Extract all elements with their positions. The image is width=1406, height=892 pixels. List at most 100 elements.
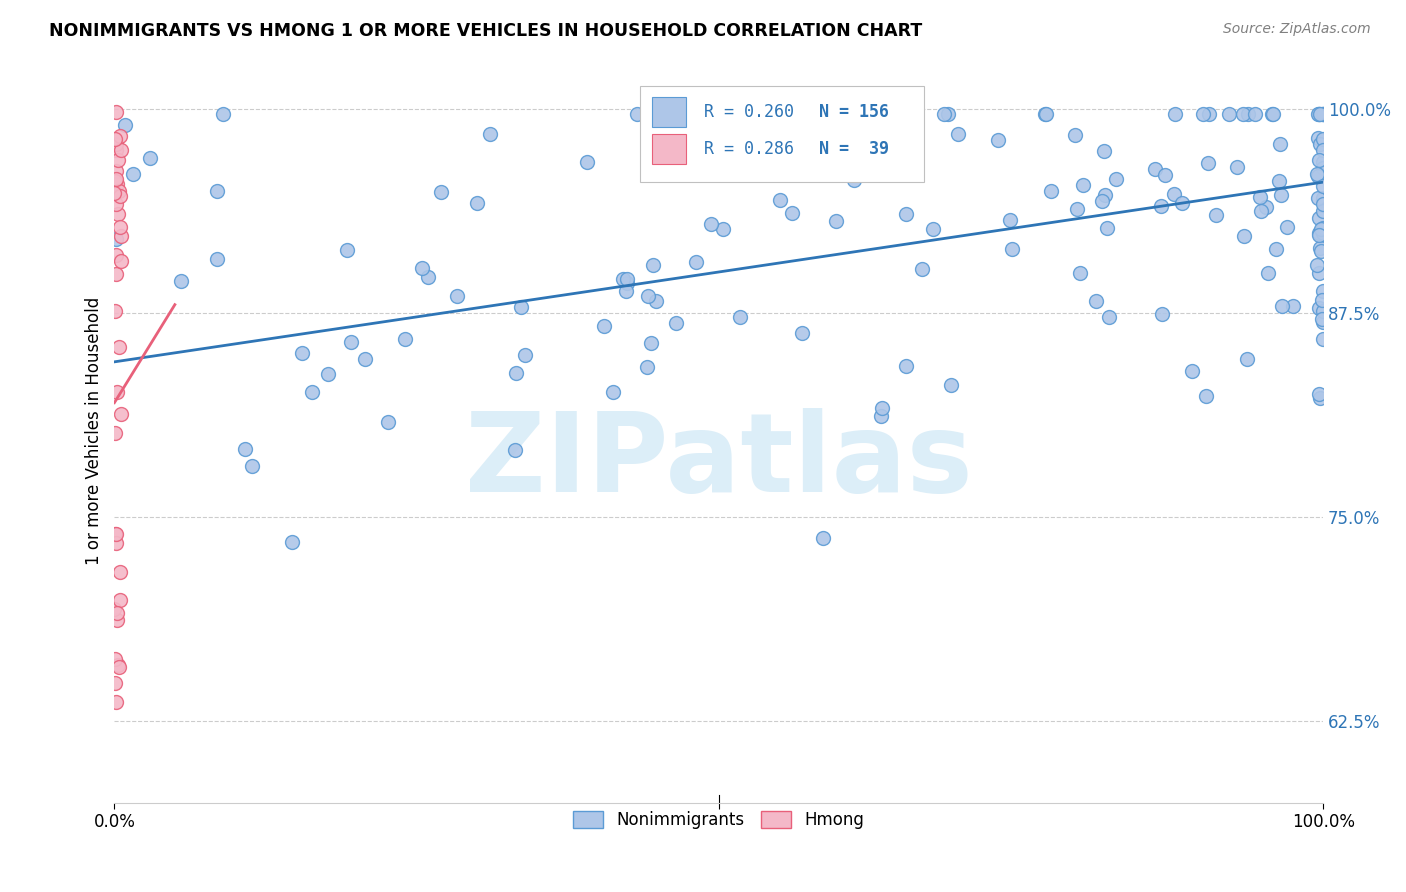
Point [1312,312,1334,326]
Point [1308,266,1330,280]
Point [1312,227,1334,241]
Point [825,213,848,227]
Point [505,443,527,458]
Point [104,248,127,262]
Point [107,207,129,221]
Point [939,378,962,392]
Point [1312,143,1334,157]
Point [911,262,934,277]
Point [1312,304,1334,318]
Point [1312,155,1334,169]
Point [1039,184,1062,198]
Point [1243,106,1265,120]
Point [626,106,648,120]
Point [1264,242,1286,256]
Point [1312,332,1334,346]
Point [1198,106,1220,120]
Point [637,289,659,303]
Point [1306,167,1329,181]
Point [1312,203,1334,218]
Point [1154,169,1177,183]
Text: R = 0.260: R = 0.260 [704,103,794,120]
Point [105,527,128,541]
Point [105,613,128,627]
Point [1312,191,1334,205]
Point [1205,209,1227,223]
Point [354,351,377,366]
Point [1236,351,1258,366]
Point [1033,106,1056,120]
Point [108,593,131,607]
Bar [652,134,686,163]
Point [1308,227,1330,242]
Point [641,259,664,273]
Point [105,177,128,191]
Point [1312,193,1334,207]
Point [104,143,127,157]
Point [1260,106,1282,120]
Point [1226,161,1249,175]
Point [948,127,970,141]
Point [107,340,129,354]
Point [1066,202,1088,216]
Point [1164,106,1187,120]
Point [1250,204,1272,219]
Point [110,408,132,422]
Y-axis label: 1 or more Vehicles in Household: 1 or more Vehicles in Household [86,297,103,566]
Point [728,310,751,325]
Point [108,219,131,234]
Point [998,213,1021,227]
Point [842,173,865,187]
Point [108,565,131,579]
Point [872,401,894,415]
Point [1150,307,1173,321]
Point [614,285,637,299]
Text: Source: ZipAtlas.com: Source: ZipAtlas.com [1223,22,1371,37]
Point [212,106,235,120]
Point [1308,106,1330,120]
Text: NONIMMIGRANTS VS HMONG 1 OR MORE VEHICLES IN HOUSEHOLD CORRELATION CHART: NONIMMIGRANTS VS HMONG 1 OR MORE VEHICLE… [49,22,922,40]
Point [1197,156,1219,170]
Point [105,172,128,186]
Point [645,294,668,309]
Point [1237,106,1260,120]
Point [1271,299,1294,313]
Point [1309,106,1331,120]
Point [316,367,339,381]
Point [636,359,658,374]
Text: R = 0.286: R = 0.286 [704,140,794,158]
Point [1094,188,1116,202]
Point [1257,266,1279,280]
Point [108,184,131,198]
Point [1268,136,1291,151]
Point [1105,172,1128,186]
Point [1306,106,1329,120]
Point [1312,315,1334,329]
Point [1312,131,1334,145]
Point [1312,179,1334,194]
Text: N = 156: N = 156 [820,103,889,120]
FancyBboxPatch shape [640,86,924,182]
Point [780,206,803,220]
Point [105,536,128,550]
Point [233,442,256,456]
Point [1218,106,1240,120]
Point [1308,386,1330,401]
Point [1308,211,1330,225]
Point [936,106,959,120]
Point [1308,301,1330,315]
Point [205,252,228,266]
Point [1150,199,1173,213]
Point [1312,197,1334,211]
Point [700,217,723,231]
Point [1268,174,1291,188]
Point [1232,106,1254,120]
Point [616,272,638,286]
Point [107,153,129,168]
Point [1312,284,1334,298]
Point [1270,188,1292,202]
Point [1261,106,1284,120]
Point [1195,389,1218,403]
Point [291,345,314,359]
Point [894,207,917,221]
